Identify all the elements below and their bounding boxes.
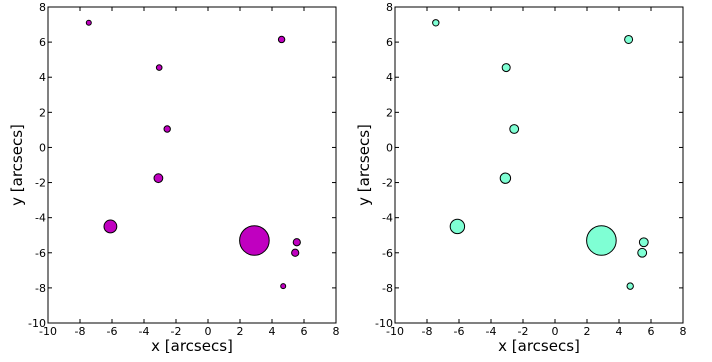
x-tick-label: 2 — [584, 325, 591, 338]
x-axis-label: x [arcsecs] — [498, 337, 580, 355]
y-tick-label: 6 — [386, 36, 393, 49]
y-tick-label: -4 — [382, 212, 393, 225]
y-tick-label: 8 — [39, 1, 46, 14]
x-tick-label: 4 — [616, 325, 623, 338]
x-tick-label: -8 — [422, 325, 433, 338]
y-tick-label: 0 — [39, 141, 46, 154]
y-tick-label: -10 — [375, 317, 393, 330]
y-axis-label: y [arcsecs] — [355, 124, 373, 206]
y-tick-label: -10 — [28, 317, 46, 330]
data-point — [624, 34, 634, 44]
y-tick-label: 2 — [386, 106, 393, 119]
x-tick-label: -4 — [139, 325, 150, 338]
x-tick-label: 0 — [205, 325, 212, 338]
x-tick-label: 0 — [552, 325, 559, 338]
x-tick-label: 2 — [237, 325, 244, 338]
y-tick-label: -6 — [382, 247, 393, 260]
data-point — [586, 225, 617, 256]
plot-frame — [47, 6, 337, 324]
x-tick-label: -6 — [454, 325, 465, 338]
data-point — [277, 35, 286, 44]
x-tick-label: 8 — [680, 325, 687, 338]
x-tick-label: -6 — [107, 325, 118, 338]
y-tick-label: -8 — [35, 282, 46, 295]
y-tick-label: 0 — [386, 141, 393, 154]
x-tick-label: 8 — [333, 325, 340, 338]
x-tick-label: -8 — [75, 325, 86, 338]
x-tick-label: -10 — [386, 325, 404, 338]
y-tick-label: -2 — [382, 177, 393, 190]
data-point — [501, 63, 511, 73]
plot-area — [48, 7, 336, 323]
y-tick-label: -4 — [35, 212, 46, 225]
y-tick-label: 4 — [39, 71, 46, 84]
data-point — [509, 124, 520, 134]
plot-frame — [394, 6, 684, 324]
x-tick-label: -2 — [518, 325, 529, 338]
data-point — [239, 225, 270, 256]
data-point — [291, 248, 300, 257]
data-point — [637, 247, 648, 258]
y-tick-label: 6 — [39, 36, 46, 49]
x-tick-label: -4 — [486, 325, 497, 338]
x-tick-label: -2 — [171, 325, 182, 338]
data-point — [626, 282, 634, 290]
chart-panel-2: -10 -8 -6 -4 -2 0 2 4 6 8 -10 -8 -6 -4 -2 0 2 4 6 8 x [arcse… — [355, 1, 687, 355]
data-point — [163, 125, 171, 133]
y-tick-label: -8 — [382, 282, 393, 295]
data-point — [155, 64, 163, 71]
y-tick-label: -2 — [35, 177, 46, 190]
data-point — [292, 238, 301, 247]
y-tick-label: 2 — [39, 106, 46, 119]
data-point — [85, 19, 92, 26]
x-tick-label: 6 — [301, 325, 308, 338]
data-point — [449, 218, 466, 235]
data-point — [153, 173, 164, 184]
x-tick-label: 4 — [269, 325, 276, 338]
y-axis-label: y [arcsecs] — [8, 124, 26, 206]
data-point — [432, 19, 440, 27]
data-point — [103, 219, 118, 234]
y-tick-label: 8 — [386, 1, 393, 14]
data-point — [638, 237, 649, 248]
x-tick-label: 6 — [648, 325, 655, 338]
plot-area — [395, 7, 683, 323]
data-point — [499, 172, 512, 184]
x-tick-label: -10 — [39, 325, 57, 338]
x-axis-label: x [arcsecs] — [151, 337, 233, 355]
data-point — [280, 283, 287, 290]
chart-panel-1: -10 -8 -6 -4 -2 0 2 4 6 8 -10 -8 -6 -4 -2 0 2 4 6 8 x [arcse… — [8, 1, 340, 355]
y-tick-label: 4 — [386, 71, 393, 84]
y-tick-label: -6 — [35, 247, 46, 260]
